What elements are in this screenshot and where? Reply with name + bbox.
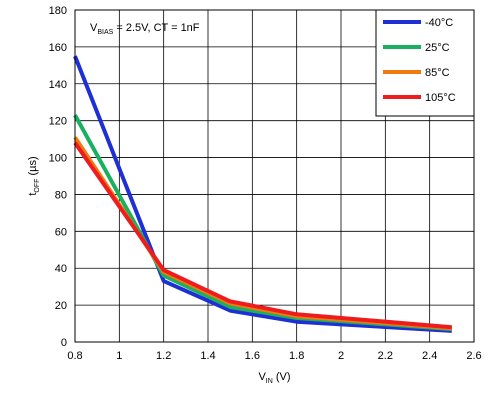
x-tick-label: 1.4 — [200, 350, 215, 362]
legend-label: 105°C — [425, 92, 456, 104]
x-tick-label: 1.6 — [245, 350, 260, 362]
y-tick-label: 140 — [49, 79, 67, 91]
legend-label: 85°C — [425, 67, 450, 79]
y-tick-label: 0 — [61, 337, 67, 349]
y-tick-label: 180 — [49, 5, 67, 17]
x-tick-label: 2.2 — [378, 350, 393, 362]
x-tick-label: 2 — [338, 350, 344, 362]
legend-label: 25°C — [425, 42, 450, 54]
x-tick-label: 1.2 — [156, 350, 171, 362]
series-line-40C — [73, 55, 452, 333]
x-axis-label: VIN (V) — [258, 371, 290, 385]
y-tick-label: 60 — [55, 226, 67, 238]
legend-label: -40°C — [425, 17, 453, 29]
tick-labels: 0.8 1 1.2 1.4 1.6 1.8 2 2.2 2.4 2.6 0 20 40 60 80 100 12… — [49, 5, 482, 362]
y-tick-label: 20 — [55, 300, 67, 312]
y-axis-label: tOFF (µs) — [27, 156, 41, 195]
y-tick-label: 40 — [55, 263, 67, 275]
plot-frame — [74, 9, 475, 343]
series-lines — [73, 55, 452, 333]
x-tick-label: 2.6 — [466, 350, 481, 362]
x-tick-label: 2.4 — [422, 350, 437, 362]
series-line-85C — [73, 136, 452, 331]
y-tick-label: 100 — [49, 153, 67, 165]
x-tick-label: 1.8 — [289, 350, 304, 362]
y-tick-label: 160 — [49, 42, 67, 54]
legend: -40°C 25°C 85°C 105°C — [375, 9, 475, 117]
series-line-105C — [73, 141, 452, 330]
x-tick-label: 1 — [116, 350, 122, 362]
y-tick-label: 80 — [55, 189, 67, 201]
y-tick-label: 120 — [49, 116, 67, 128]
x-tick-label: 0.8 — [67, 350, 82, 362]
condition-annotation: VBIAS = 2.5V, CT = 1nF — [90, 22, 200, 36]
